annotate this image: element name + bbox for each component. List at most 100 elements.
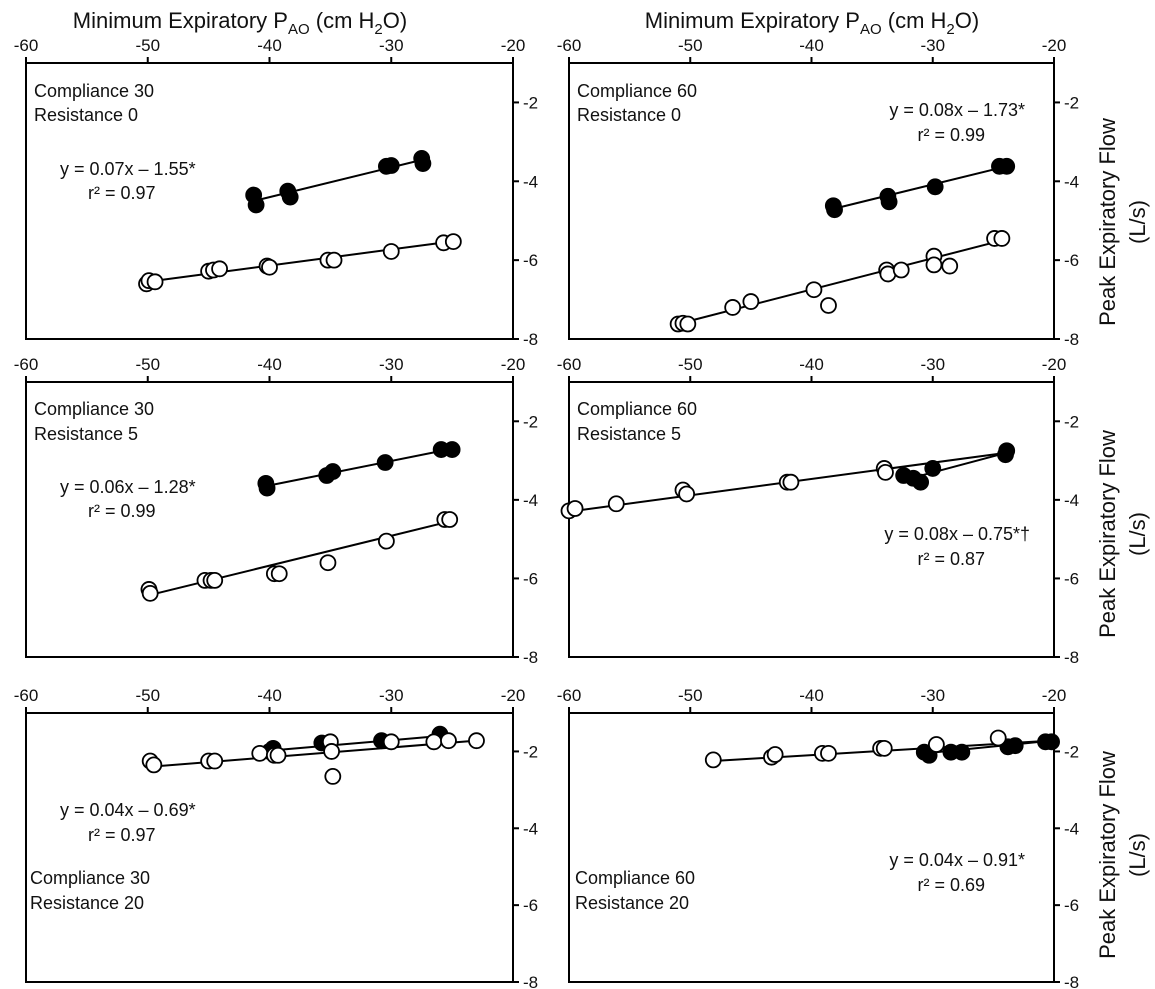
x-tick-label: -30 [379,355,404,374]
data-point-open [324,768,342,785]
top-axis-title-left: Minimum Expiratory PAO (cm H2O) [73,8,407,38]
right-axis-title-line1: Peak Expiratory Flow [1095,751,1120,959]
data-point-open [444,233,462,251]
data-point-open [206,752,224,770]
r-squared-label: r² = 0.99 [917,125,985,145]
x-tick-label: -30 [920,355,945,374]
data-point-filled [1006,737,1024,755]
data-point-filled [324,463,342,480]
data-point-open [382,243,400,260]
x-tick-label: -50 [135,355,160,374]
data-point-open [270,565,288,583]
y-tick-label: -2 [523,742,538,761]
resistance-label: Resistance 0 [34,105,138,125]
data-point-open [724,299,742,316]
data-point-filled [998,157,1016,175]
y-tick-label: -6 [1064,251,1079,270]
right-axis-title-middle: Peak Expiratory Flow (L/s) [1095,430,1150,638]
data-point-open [468,732,485,750]
data-point-filled [826,201,843,219]
x-tick-label: -20 [1042,36,1067,55]
y-tick-label: -6 [523,251,538,270]
data-point-filled [998,442,1016,460]
data-point-open [425,733,443,751]
x-tick-label: -40 [799,355,824,374]
x-tick-label: -50 [678,355,703,374]
data-point-open [993,230,1011,247]
r-squared-label: r² = 0.69 [917,875,985,895]
right-axis-title-line2: (L/s) [1125,833,1150,877]
data-point-filled [953,743,971,761]
fit-line-filled [265,447,453,488]
data-point-open [382,733,400,751]
data-point-filled [376,454,394,471]
compliance-label: Compliance 30 [30,868,150,888]
top-axis-title-right: Minimum Expiratory PAO (cm H2O) [645,8,979,38]
data-point-open [679,315,697,333]
resistance-label: Resistance 5 [577,424,681,444]
y-tick-label: -8 [1064,648,1079,667]
resistance-label: Resistance 20 [575,893,689,913]
x-tick-label: -40 [799,36,824,55]
regression-equation: y = 0.06x – 1.28* [60,477,196,497]
data-point-open [892,261,910,279]
data-point-open [323,743,340,760]
chart-panel: -60 -50 -40 -30 -20 -2 -4 -6 -8 Compliance 60 Resi… [557,355,1079,667]
x-tick-label: -60 [557,355,582,374]
x-tick-label: -30 [379,686,404,705]
y-tick-label: -8 [523,648,538,667]
x-tick-label: -40 [257,355,282,374]
chart-panel: -60 -50 -40 -30 -20 -2 -4 -6 -8 Compliance 30 Resi… [14,36,538,349]
y-tick-label: -4 [1064,491,1079,510]
data-point-open [566,500,584,517]
chart-panel: -60 -50 -40 -30 -20 -2 -4 -6 -8 Compliance 60 Resi… [557,36,1079,349]
y-tick-label: -4 [523,819,538,838]
y-tick-label: -4 [523,491,538,510]
y-tick-label: -4 [1064,172,1079,191]
data-point-open [820,744,837,762]
data-point-filled [414,155,432,172]
x-tick-label: -20 [501,686,526,705]
data-point-open [805,281,823,299]
x-tick-label: -20 [1042,686,1067,705]
data-point-filled [281,188,299,206]
x-tick-label: -50 [678,36,703,55]
y-tick-label: -2 [523,93,538,112]
data-point-open [925,256,943,274]
chart-panel: -60 -50 -40 -30 -20 -2 -4 -6 -8 Compliance 30 Resi… [14,686,538,989]
right-axis-title-line1: Peak Expiratory Flow [1095,430,1120,638]
data-point-open [782,473,800,491]
y-tick-label: -8 [1064,330,1079,349]
data-point-open [211,260,228,278]
right-axis-title-top: Peak Expiratory Flow (L/s) [1095,118,1150,326]
x-tick-label: -20 [1042,355,1067,374]
x-tick-label: -40 [257,686,282,705]
x-tick-label: -50 [135,686,160,705]
compliance-label: Compliance 60 [577,399,697,419]
fit-line-filled [833,165,1007,210]
data-point-open [251,744,269,762]
r-squared-label: r² = 0.97 [88,825,156,845]
data-point-open [146,273,164,291]
data-point-open [269,746,287,764]
data-point-filled [926,178,944,196]
data-point-open [145,756,163,774]
data-point-open [678,485,696,503]
data-point-open [989,729,1007,747]
data-point-open [325,251,343,269]
data-point-open [742,293,760,310]
right-axis-title-line2: (L/s) [1125,200,1150,244]
data-point-open [261,258,278,276]
y-tick-label: -6 [523,569,538,588]
fit-line-open [149,520,450,596]
r-squared-label: r² = 0.97 [88,183,156,203]
y-tick-label: -6 [1064,896,1079,915]
r-squared-label: r² = 0.87 [917,549,985,569]
regression-equation: y = 0.08x – 1.73* [889,100,1025,120]
y-tick-label: -8 [1064,973,1079,989]
compliance-label: Compliance 30 [34,81,154,101]
regression-equation: y = 0.04x – 0.91* [889,850,1025,870]
x-tick-label: -60 [14,686,39,705]
regression-equation: y = 0.08x – 0.75*† [884,524,1030,544]
compliance-label: Compliance 60 [577,81,697,101]
